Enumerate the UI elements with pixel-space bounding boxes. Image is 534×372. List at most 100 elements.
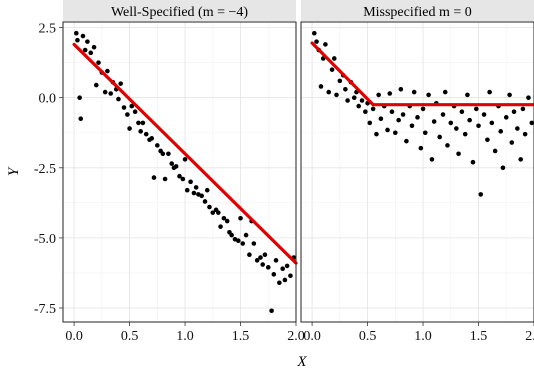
data-point [74, 30, 79, 36]
data-point [188, 179, 193, 185]
data-point [409, 123, 415, 129]
data-point [522, 131, 528, 137]
data-point [149, 136, 155, 141]
data-point [400, 112, 406, 117]
data-point [385, 127, 390, 133]
data-point [204, 187, 210, 193]
data-point [162, 176, 168, 182]
data-point [155, 143, 160, 148]
data-point [254, 258, 260, 263]
data-point [323, 42, 328, 47]
data-point [415, 115, 420, 120]
data-point [265, 265, 271, 270]
facet-panels [62, 21, 534, 323]
data-point [481, 112, 487, 117]
data-point [515, 126, 520, 131]
data-point [312, 30, 317, 36]
data-point [476, 123, 481, 129]
panel-border [300, 21, 534, 323]
data-point [465, 92, 470, 98]
facet-panel [300, 21, 534, 323]
data-point [370, 106, 376, 112]
data-point [426, 92, 431, 98]
x-tick-label: 1.5 [470, 329, 488, 344]
data-point [199, 193, 204, 199]
data-point [102, 89, 108, 95]
data-point [462, 131, 468, 137]
x-tick-label: 2.0 [525, 329, 534, 344]
data-point [459, 109, 465, 115]
data-point [271, 272, 277, 277]
data-point [489, 120, 495, 126]
data-point [260, 262, 266, 267]
data-point [429, 157, 435, 162]
data-point [229, 232, 234, 238]
data-point [359, 98, 365, 103]
data-point [105, 68, 110, 74]
x-tick-label: 1.0 [414, 329, 432, 344]
data-point [363, 109, 368, 115]
data-point [526, 95, 531, 101]
data-point [393, 130, 398, 136]
data-point [445, 143, 450, 148]
data-point [396, 117, 401, 123]
data-point [331, 56, 337, 61]
data-point [143, 131, 149, 137]
fitted-line [72, 42, 298, 265]
data-point [151, 175, 157, 180]
data-point [182, 157, 188, 162]
data-point [273, 258, 279, 263]
data-point [437, 134, 442, 140]
data-point [78, 116, 84, 122]
data-point [247, 252, 252, 258]
data-point [448, 120, 454, 126]
data-point [356, 103, 361, 109]
x-tick-label: 0.5 [121, 329, 139, 344]
data-point [91, 44, 97, 50]
data-point [387, 91, 393, 96]
x-tick-label: 1.0 [176, 329, 194, 344]
x-tick-label: 2.0 [287, 329, 305, 344]
data-point [498, 129, 504, 134]
data-point [224, 218, 230, 224]
data-point [280, 266, 285, 272]
data-point [108, 91, 114, 96]
data-point [376, 92, 381, 98]
data-point [88, 50, 94, 56]
y-tick-label: -2.5 [34, 162, 56, 177]
data-point [398, 86, 404, 92]
facet-panel [62, 21, 298, 323]
data-point [140, 120, 146, 126]
fitted-line [310, 41, 534, 107]
data-point [411, 89, 417, 95]
data-point [485, 137, 490, 143]
data-point [277, 280, 282, 286]
data-point [177, 173, 182, 179]
data-point [440, 112, 446, 117]
data-point [509, 140, 515, 145]
data-point [511, 109, 517, 115]
facet-title: Well-Specified (m = −4) [111, 5, 248, 20]
data-point [520, 106, 526, 112]
data-point [127, 126, 132, 131]
data-point [258, 255, 263, 260]
data-point [129, 103, 135, 109]
data-point [207, 204, 212, 210]
data-point [518, 157, 523, 162]
data-point [334, 92, 339, 98]
data-point [262, 252, 268, 258]
data-point [500, 165, 506, 171]
data-point [240, 241, 246, 246]
data-point [442, 89, 448, 95]
data-point [160, 151, 166, 157]
y-axis: 2.5 0.0 -2.5 -5.0 -7.5 [34, 22, 63, 317]
data-point [478, 192, 484, 197]
data-point [487, 89, 492, 95]
y-axis-title: Y [6, 166, 22, 176]
y-tick-label: -5.0 [34, 232, 56, 247]
data-point [193, 185, 199, 190]
x-tick-label: 1.5 [232, 329, 250, 344]
data-point [492, 148, 498, 154]
facet-title: Misspecified m = 0 [363, 5, 472, 20]
